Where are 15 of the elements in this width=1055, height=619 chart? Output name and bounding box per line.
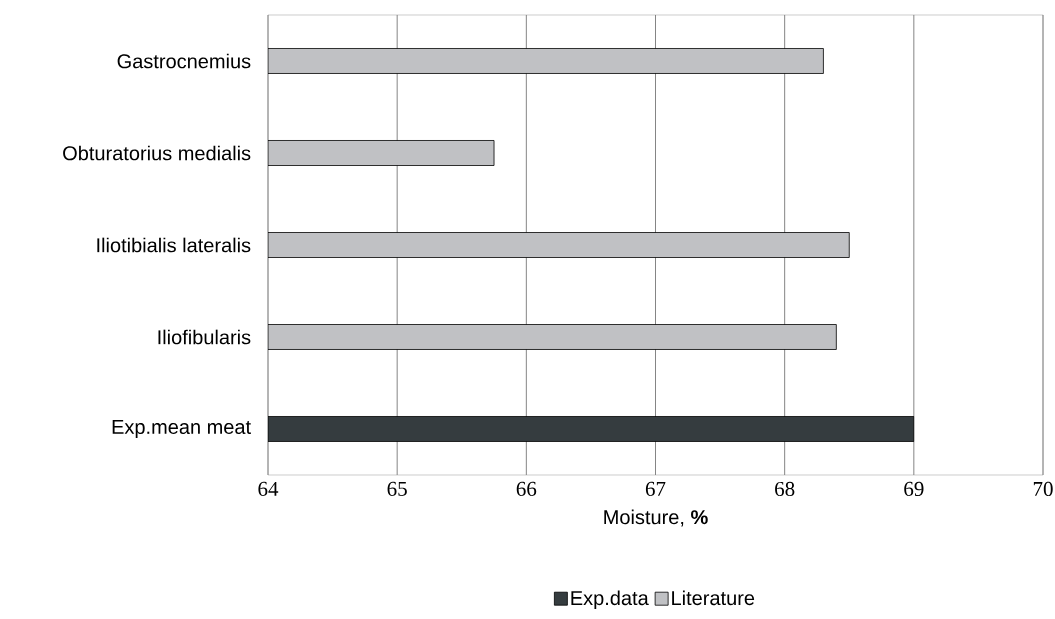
legend-label: Exp.data <box>571 590 649 610</box>
x-tick-label: 70 <box>1033 481 1053 497</box>
y-tick-label: Iliofibularis <box>158 329 251 345</box>
y-tick-label: Exp.mean meat <box>112 420 251 438</box>
y-tick-label: Obturatorius medialis <box>63 145 251 161</box>
x-tick-label: 65 <box>387 481 407 496</box>
y-tick-label: Iliotibialis lateralis <box>97 237 251 253</box>
y-tick-label: Gastrocnemius <box>117 53 251 69</box>
x-axis-title: Moisture, % <box>604 509 708 527</box>
x-tick-label: 66 <box>516 481 537 496</box>
legend-label: Literature <box>672 590 755 606</box>
x-tick-label: 69 <box>904 481 924 496</box>
x-tick-label: 68 <box>775 481 795 497</box>
x-tick-label: 64 <box>258 481 279 496</box>
x-tick-label: 67 <box>645 481 666 496</box>
